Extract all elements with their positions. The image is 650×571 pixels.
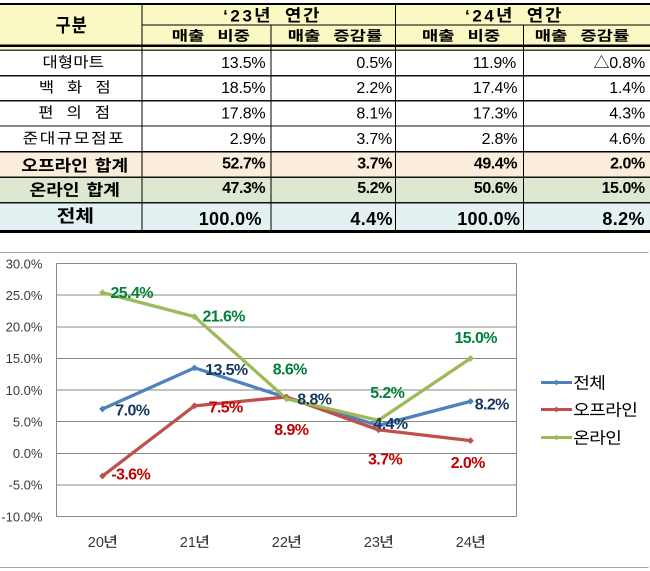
svg-text:4.4%: 4.4%	[350, 209, 392, 229]
svg-text:8.9%: 8.9%	[274, 422, 308, 439]
svg-text:17.8%: 17.8%	[221, 105, 265, 122]
svg-text:49.4%: 49.4%	[474, 156, 517, 173]
svg-text:8.2%: 8.2%	[602, 209, 644, 229]
svg-text:0.8%: 0.8%	[609, 55, 645, 72]
svg-text:20: 20	[88, 535, 104, 551]
svg-text:8.6%: 8.6%	[273, 361, 307, 378]
svg-text:23: 23	[364, 535, 380, 551]
svg-text:2.9%: 2.9%	[230, 131, 266, 148]
svg-text:17.4%: 17.4%	[473, 80, 517, 97]
svg-text:2.8%: 2.8%	[482, 131, 518, 148]
svg-text:100.0%: 100.0%	[457, 209, 520, 229]
svg-text:50.6%: 50.6%	[474, 180, 517, 197]
svg-text:100.0%: 100.0%	[199, 209, 262, 229]
svg-text:15.0%: 15.0%	[6, 351, 43, 366]
svg-text:15.0%: 15.0%	[455, 330, 498, 347]
svg-text:25.4%: 25.4%	[111, 285, 154, 302]
svg-text:2.0%: 2.0%	[610, 156, 645, 173]
svg-text:24: 24	[456, 535, 472, 551]
svg-text:17.3%: 17.3%	[473, 105, 517, 122]
svg-text:5.2%: 5.2%	[370, 385, 404, 402]
svg-text:-3.6%: -3.6%	[111, 466, 150, 483]
svg-text:52.7%: 52.7%	[222, 156, 265, 173]
svg-text:30.0%: 30.0%	[6, 256, 43, 271]
svg-text:‘24: ‘24	[465, 6, 496, 25]
svg-text:13.5%: 13.5%	[205, 362, 248, 379]
svg-text:-10.0%: -10.0%	[1, 509, 43, 524]
svg-text:5.0%: 5.0%	[13, 414, 43, 429]
svg-text:7.5%: 7.5%	[209, 400, 243, 417]
svg-text:5.2%: 5.2%	[357, 180, 392, 197]
svg-text:4.3%: 4.3%	[609, 105, 645, 122]
svg-text:3.7%: 3.7%	[368, 452, 402, 469]
svg-text:1.4%: 1.4%	[609, 80, 645, 97]
svg-text:15.0%: 15.0%	[602, 180, 645, 197]
svg-text:3.7%: 3.7%	[357, 156, 392, 173]
svg-text:0.0%: 0.0%	[13, 446, 43, 461]
svg-text:7.0%: 7.0%	[115, 402, 149, 419]
svg-text:3.7%: 3.7%	[356, 131, 392, 148]
svg-text:47.3%: 47.3%	[222, 180, 265, 197]
svg-text:4.6%: 4.6%	[609, 131, 645, 148]
svg-text:22: 22	[272, 535, 288, 551]
svg-text:21: 21	[180, 535, 196, 551]
svg-text:2.2%: 2.2%	[356, 80, 392, 97]
svg-text:‘23: ‘23	[223, 6, 254, 25]
svg-text:10.0%: 10.0%	[6, 383, 43, 398]
svg-text:21.6%: 21.6%	[203, 309, 246, 326]
svg-text:25.0%: 25.0%	[6, 288, 43, 303]
svg-text:0.5%: 0.5%	[356, 55, 392, 72]
svg-text:4.4%: 4.4%	[373, 416, 407, 433]
svg-text:20.0%: 20.0%	[6, 320, 43, 335]
svg-text:8.8%: 8.8%	[297, 391, 331, 408]
svg-text:-5.0%: -5.0%	[9, 478, 43, 493]
svg-text:11.9%: 11.9%	[473, 55, 516, 72]
svg-text:8.1%: 8.1%	[356, 105, 392, 122]
svg-text:2.0%: 2.0%	[451, 455, 485, 472]
svg-text:13.5%: 13.5%	[221, 55, 265, 72]
svg-text:18.5%: 18.5%	[221, 80, 265, 97]
svg-text:8.2%: 8.2%	[475, 396, 509, 413]
